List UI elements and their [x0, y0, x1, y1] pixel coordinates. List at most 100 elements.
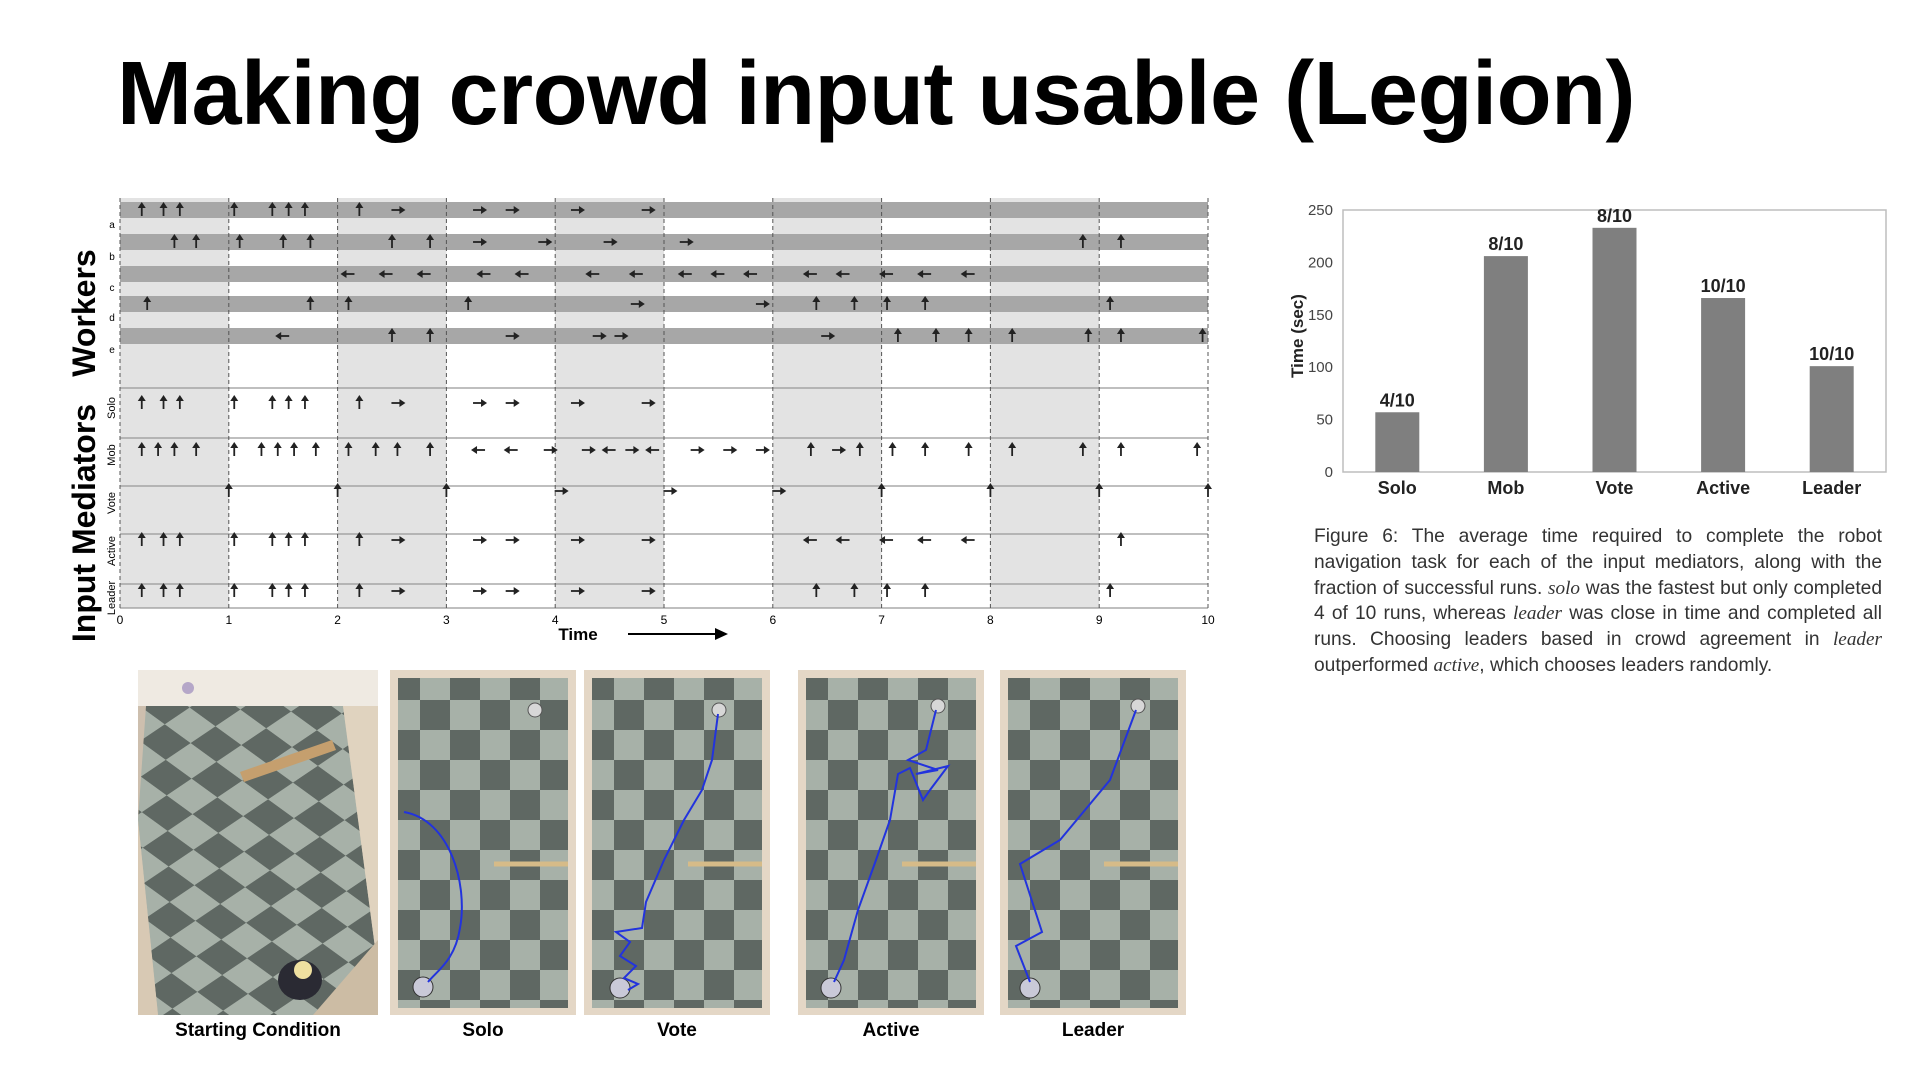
direction-arrow	[538, 238, 553, 246]
direction-arrow	[344, 296, 353, 310]
timeline-tick-labels: 0 1 2 3 4 5 6 7 8 9 10	[117, 613, 1215, 627]
time-arrow	[628, 628, 728, 640]
direction-arrow	[137, 532, 146, 546]
direction-arrow	[710, 270, 725, 278]
direction-arrow	[835, 536, 850, 544]
timeline-figure: Workers Input Mediators a b c d e Solo M…	[66, 198, 1215, 644]
direction-arrow	[388, 234, 396, 248]
photo-label-vote: Vote	[657, 1020, 697, 1041]
direction-arrow	[464, 296, 473, 310]
direction-arrow	[1084, 328, 1093, 342]
direction-arrow	[273, 442, 282, 456]
direction-arrow	[850, 296, 859, 310]
photo-label-starting-condition: Starting Condition	[175, 1020, 341, 1041]
direction-arrow	[921, 296, 930, 310]
direction-arrow	[268, 395, 277, 409]
direction-arrow	[812, 583, 821, 597]
direction-arrow	[268, 583, 277, 597]
direction-arrow	[921, 442, 930, 456]
direction-arrow	[592, 332, 607, 340]
mediator-row-label: Mob	[106, 444, 118, 465]
direction-arrow	[505, 206, 520, 214]
direction-arrow	[300, 395, 309, 409]
direction-arrow	[192, 442, 201, 456]
direction-arrow	[835, 270, 850, 278]
direction-arrow	[743, 270, 758, 278]
slide-title: Making crowd input usable (Legion)	[117, 44, 1636, 144]
direction-arrow	[628, 270, 643, 278]
direction-arrow	[388, 328, 396, 342]
direction-arrow	[416, 270, 431, 278]
direction-arrow	[883, 583, 892, 597]
time-tick-label: 3	[443, 613, 450, 627]
direction-arrow	[230, 202, 239, 216]
direction-arrow	[473, 587, 488, 595]
time-tick-label: 2	[334, 613, 341, 627]
worker-row-label: b	[109, 252, 115, 263]
x-axis-labels: Solo Mob Vote Active Leader	[1378, 478, 1861, 498]
direction-arrow	[137, 442, 146, 456]
direction-arrow	[641, 536, 656, 544]
direction-arrow	[175, 583, 184, 597]
time-tick-label: 4	[552, 613, 559, 627]
direction-arrow	[1198, 328, 1207, 342]
direction-arrow	[1204, 483, 1212, 497]
data-label: 10/10	[1701, 276, 1746, 296]
direction-arrow	[964, 442, 973, 456]
direction-arrow	[476, 270, 491, 278]
solo-run-photo	[390, 670, 576, 1015]
data-labels: 4/10 8/10 8/10 10/10 10/10	[1380, 206, 1854, 410]
direction-arrow	[505, 536, 520, 544]
direction-arrow	[755, 446, 770, 454]
direction-arrow	[505, 332, 520, 340]
direction-arrow	[393, 442, 402, 456]
direction-arrow	[230, 395, 239, 409]
direction-arrow	[1078, 442, 1087, 456]
direction-arrow	[855, 442, 864, 456]
mediator-row-label: Vote	[106, 492, 118, 514]
direction-arrow	[723, 446, 738, 454]
timeline-labels: Workers Input Mediators a b c d e Solo M…	[66, 220, 118, 642]
direction-arrow	[284, 395, 293, 409]
direction-arrow	[175, 532, 184, 546]
y-tick-label: 150	[1308, 307, 1333, 324]
direction-arrow	[585, 270, 600, 278]
direction-arrow	[503, 446, 518, 454]
mediators-group-label: Input Mediators	[66, 404, 102, 642]
photo-label-solo: Solo	[462, 1020, 504, 1041]
direction-arrow	[1116, 234, 1125, 248]
direction-arrow	[614, 332, 629, 340]
direction-arrow	[1116, 328, 1125, 342]
time-tick-label: 8	[987, 613, 994, 627]
direction-arrow	[850, 583, 859, 597]
direction-arrow	[1008, 328, 1017, 342]
direction-arrow	[230, 442, 239, 456]
direction-arrow	[355, 395, 364, 409]
shaded-band	[990, 198, 1100, 608]
time-tick-label: 5	[661, 613, 668, 627]
direction-arrow	[581, 446, 596, 454]
direction-arrow	[268, 532, 277, 546]
direction-arrow	[391, 587, 406, 595]
x-tick-label: Leader	[1802, 478, 1861, 498]
direction-arrow	[235, 234, 244, 248]
direction-arrow	[306, 296, 315, 310]
direction-arrow	[960, 270, 975, 278]
figure-caption: Figure 6: The average time required to c…	[1314, 526, 1883, 676]
direction-arrow	[641, 587, 656, 595]
direction-arrow	[802, 536, 817, 544]
worker-row-label: e	[109, 345, 115, 356]
direction-arrow	[224, 483, 233, 497]
direction-arrow	[300, 532, 309, 546]
direction-arrow	[391, 206, 406, 214]
mediator-row-label: Leader	[106, 581, 118, 616]
timeline-gridlines	[119, 198, 1209, 608]
direction-arrow	[917, 536, 932, 544]
bar	[1701, 298, 1746, 472]
leader-run-photo	[1000, 670, 1186, 1015]
direction-arrow	[355, 202, 364, 216]
time-tick-label: 0	[117, 613, 124, 627]
direction-arrow	[505, 587, 520, 595]
direction-arrow	[473, 238, 488, 246]
direction-arrow	[300, 202, 309, 216]
